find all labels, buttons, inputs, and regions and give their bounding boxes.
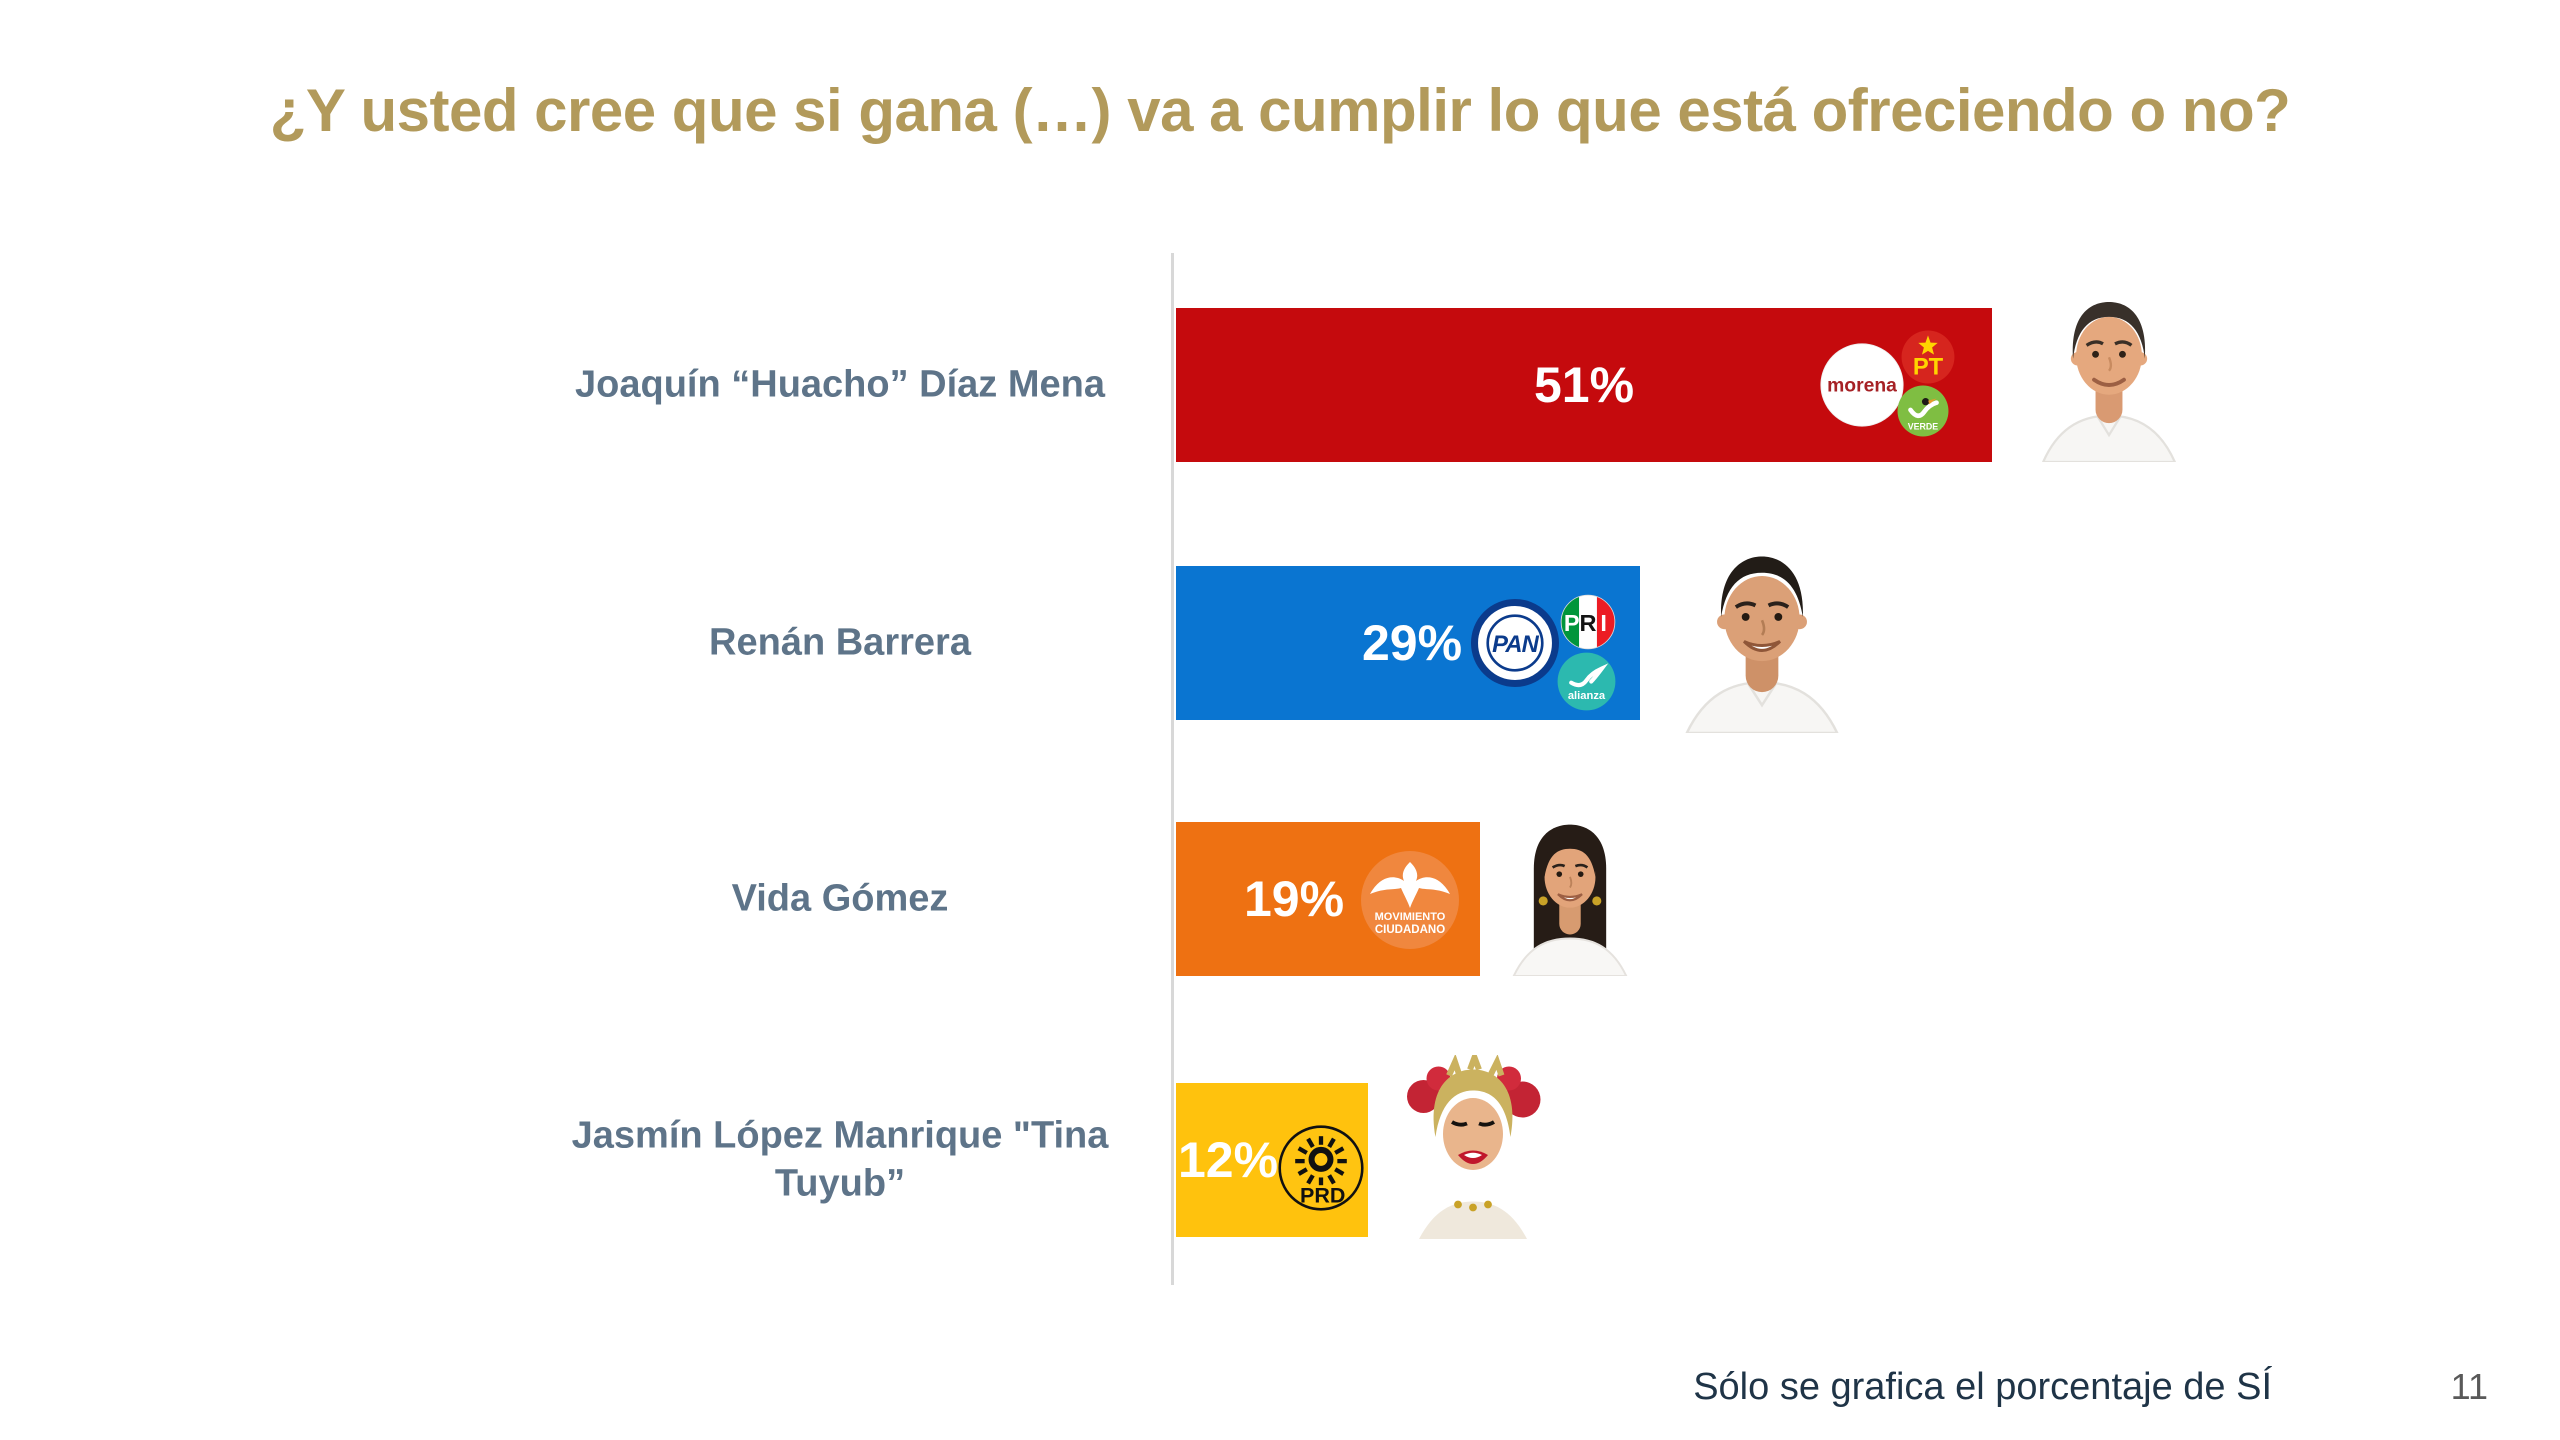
svg-text:I: I [1600,610,1607,636]
value-label-19: 19% [1243,871,1345,927]
candidate-photo-renan-barrera [1668,545,1856,733]
candidate-photo-vida-gomez [1503,806,1637,976]
pt-logo-icon: PT [1901,330,1955,384]
alianza-logo-icon: alianza [1557,652,1616,711]
verde-logo-icon: VERDE [1897,385,1949,437]
slide-title: ¿Y usted cree que si gana (…) va a cumpl… [269,77,2291,144]
category-label-renan-barrera: Renán Barrera [709,621,971,664]
svg-text:alianza: alianza [1568,690,1606,702]
svg-text:R: R [1580,610,1597,636]
svg-text:PAN: PAN [1492,631,1539,658]
candidate-photo-tina-tuyub [1398,1055,1548,1239]
chart-axis-line [1171,253,1174,1285]
pt-star-icon [1918,335,1938,355]
prd-logo-icon: PRD [1278,1125,1364,1211]
candidate-photo-diaz-mena [2015,290,2203,462]
footnote: Sólo se grafica el porcentaje de SÍ [1693,1366,2272,1408]
svg-text:MOVIMIENTO: MOVIMIENTO [1375,911,1446,923]
pri-logo-icon: P R I [1560,594,1616,650]
movimiento-ciudadano-logo-icon: MOVIMIENTO CIUDADANO [1360,850,1460,950]
svg-text:CIUDADANO: CIUDADANO [1375,924,1445,936]
svg-text:morena: morena [1827,376,1897,397]
value-label-51: 51% [1533,357,1635,413]
svg-text:P: P [1564,610,1580,636]
category-label-diaz-mena: Joaquín “Huacho” Díaz Mena [575,363,1105,406]
svg-text:PRD: PRD [1300,1183,1345,1207]
morena-logo-icon: morena [1820,343,1904,427]
category-label-tina-tuyub: Jasmín López Manrique "Tina Tuyub” [571,1114,1109,1205]
value-label-29: 29% [1361,615,1463,671]
page-number: 11 [2450,1366,2488,1407]
pan-logo-icon: PAN [1471,599,1559,687]
svg-text:PT: PT [1913,353,1944,380]
category-label-vida-gomez: Vida Gómez [731,877,949,920]
value-label-12: 12% [1177,1132,1279,1188]
svg-text:VERDE: VERDE [1908,422,1939,432]
